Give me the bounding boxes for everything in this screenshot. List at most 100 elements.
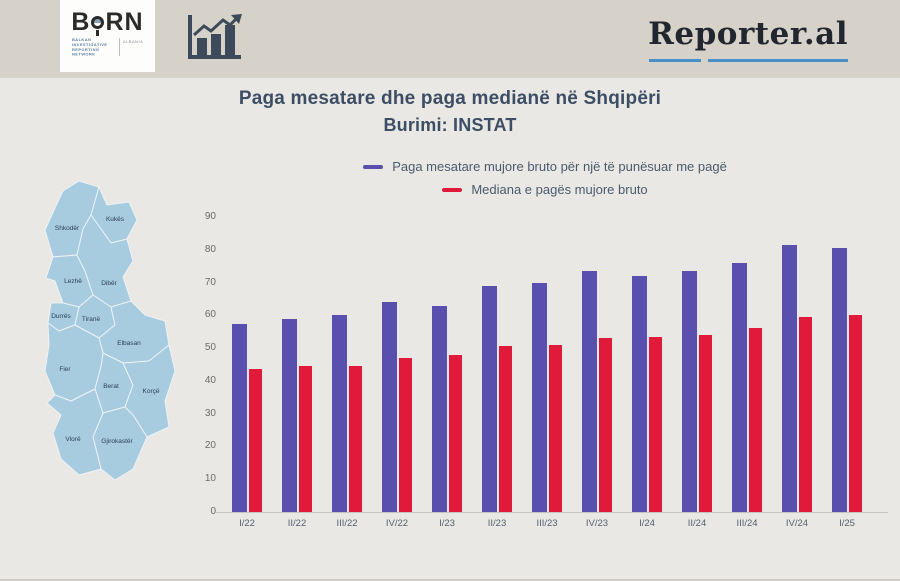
map-label-kukës: Kukës — [106, 216, 125, 223]
bar-mean-I/25 — [832, 248, 847, 512]
birn-logo: B RN BALKAN INVESTIGATIVE REPORTING NETW… — [60, 0, 155, 72]
bar-mean-II/22 — [282, 318, 297, 512]
y-tick-30: 30 — [204, 407, 216, 419]
legend-label-median: Mediana e pagës mujore bruto — [471, 182, 648, 197]
albania-map: Shkodër Kukës Lezhë Dibër Durrës Tiranë Elbasa… — [44, 180, 176, 481]
legend-swatch-mean — [363, 164, 384, 169]
map-label-vlorë: Vlorë — [65, 436, 81, 443]
reporter-underline-right — [708, 59, 848, 62]
bar-group-IV/23 — [572, 210, 622, 512]
legend-row-median: Mediana e pagës mujore bruto — [200, 178, 890, 201]
chart-legend: Paga mesatare mujore bruto për një të pu… — [200, 155, 890, 201]
bar-median-III/22 — [349, 366, 362, 512]
bar-median-IV/24 — [799, 316, 812, 512]
bar-median-II/24 — [699, 335, 712, 512]
region-vlore — [46, 388, 104, 476]
y-tick-0: 0 — [210, 506, 216, 517]
y-tick-90: 90 — [204, 211, 216, 222]
bar-mean-IV/23 — [582, 271, 597, 512]
bar-mean-IV/22 — [382, 302, 397, 512]
bar-median-I/22 — [249, 369, 262, 512]
map-label-fier: Fier — [59, 366, 71, 373]
bar-group-IV/22 — [372, 210, 422, 512]
map-label-dibër: Dibër — [101, 280, 117, 287]
x-label-I/24: I/24 — [639, 518, 655, 529]
reporter-al-logo: Reporter.al — [648, 16, 848, 62]
bar-group-II/23 — [472, 210, 522, 512]
birn-line-network: NETWORK — [71, 52, 96, 58]
x-label-III/24: III/24 — [736, 518, 758, 529]
birn-divider — [118, 38, 120, 56]
birn-country-label: ALBANIA — [122, 39, 144, 44]
map-label-durrës: Durrës — [51, 313, 71, 320]
y-tick-60: 60 — [204, 309, 216, 321]
page-title: Paga mesatare dhe paga medianë në Shqipë… — [238, 88, 662, 109]
bar-median-III/23 — [549, 344, 562, 512]
map-label-tiranë: Tiranë — [82, 316, 101, 323]
bar-median-III/24 — [749, 328, 762, 512]
y-tick-20: 20 — [204, 440, 216, 452]
bar-mean-III/22 — [332, 315, 347, 512]
bar-mean-III/23 — [532, 282, 547, 512]
x-label-III/23: III/23 — [536, 518, 558, 529]
bar-group-III/22 — [322, 210, 372, 512]
birn-network-lines: BALKAN INVESTIGATIVE REPORTING NETWORK — [72, 38, 107, 57]
x-label-I/25: I/25 — [839, 518, 855, 529]
y-tick-50: 50 — [204, 342, 216, 354]
region-diber — [76, 214, 134, 308]
bar-group-I/22 — [222, 210, 272, 512]
y-tick-40: 40 — [204, 374, 216, 386]
bar-group-II/22 — [272, 210, 322, 512]
map-label-gjirokastër: Gjirokastër — [101, 438, 133, 445]
bar-chart-trend-icon — [183, 12, 245, 69]
bar-group-I/23 — [422, 210, 472, 512]
map-label-elbasan: Elbasan — [117, 340, 141, 347]
birn-line-reporting: REPORTING — [71, 47, 100, 53]
birn-line-investigative: INVESTIGATIVE — [71, 42, 108, 48]
plot-area — [222, 210, 872, 512]
x-label-II/22: II/22 — [287, 518, 307, 529]
header-bar: B RN BALKAN INVESTIGATIVE REPORTING NETW… — [0, 0, 900, 78]
x-axis-line — [216, 512, 888, 513]
legend-label-mean: Paga mesatare mujore bruto për një të pu… — [392, 159, 727, 174]
y-tick-80: 80 — [204, 243, 216, 255]
y-tick-70: 70 — [204, 276, 216, 288]
x-label-IV/23: IV/23 — [585, 518, 609, 529]
x-axis-labels: I/22 II/22 III/22 IV/22 I/23 II/23 III/23 IV/23… — [222, 518, 872, 529]
x-label-IV/22: IV/22 — [385, 518, 409, 529]
map-region-labels: Shkodër Kukës Lezhë Dibër Durrës Tiranë Elbasa… — [51, 216, 160, 445]
bar-median-I/23 — [449, 354, 462, 512]
bar-group-III/24 — [722, 210, 772, 512]
bar-median-II/23 — [499, 346, 512, 512]
y-tick-10: 10 — [204, 473, 216, 485]
bar-group-I/24 — [622, 210, 672, 512]
bar-mean-III/24 — [732, 262, 747, 512]
bar-group-IV/24 — [772, 210, 822, 512]
legend-swatch-median — [442, 187, 463, 192]
bar-median-I/25 — [849, 315, 862, 512]
bar-group-I/25 — [822, 210, 872, 512]
bar-median-IV/23 — [599, 338, 612, 512]
bar-mean-II/23 — [482, 285, 497, 512]
reporter-underline-left — [649, 59, 702, 62]
bar-median-II/22 — [299, 366, 312, 512]
chart-source: Burimi: INSTAT — [383, 115, 517, 135]
bar-mean-I/23 — [432, 305, 447, 512]
x-label-I/23: I/23 — [439, 518, 455, 529]
birn-letter-b: B — [71, 8, 91, 36]
x-label-II/24: II/24 — [687, 518, 707, 529]
bar-group-III/23 — [522, 210, 572, 512]
birn-line-balkan: BALKAN — [71, 38, 91, 43]
bar-median-I/24 — [649, 336, 662, 512]
bar-mean-I/24 — [632, 276, 647, 512]
birn-subtext: BALKAN INVESTIGATIVE REPORTING NETWORK A… — [72, 38, 144, 62]
bar-group-II/24 — [672, 210, 722, 512]
x-label-II/23: II/23 — [487, 518, 507, 529]
x-label-I/22: I/22 — [239, 518, 255, 529]
magnifier-icon — [91, 16, 105, 36]
bar-mean-I/22 — [232, 323, 247, 512]
bar-mean-IV/24 — [782, 244, 797, 512]
map-label-korçë: Korçë — [143, 388, 160, 395]
map-label-berat: Berat — [103, 383, 119, 390]
